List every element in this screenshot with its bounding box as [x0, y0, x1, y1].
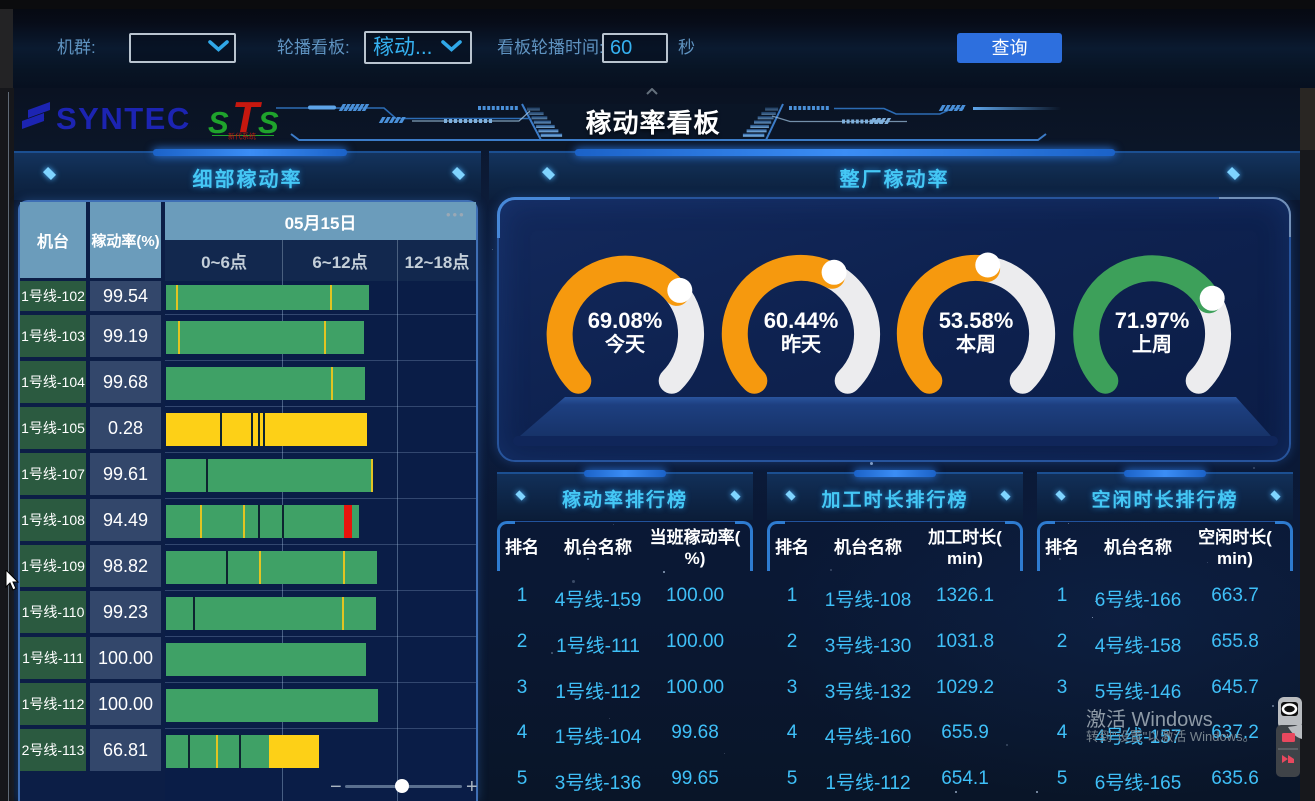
svg-text:上周: 上周 [1132, 333, 1172, 356]
svg-text:SYNTEC: SYNTEC [56, 101, 191, 136]
svg-text:新代系统: 新代系统 [228, 132, 256, 141]
svg-text:53.58%: 53.58% [939, 308, 1014, 333]
svg-text:71.97%: 71.97% [1115, 308, 1190, 333]
svg-text:S: S [258, 105, 279, 140]
svg-text:本周: 本周 [956, 333, 996, 356]
svg-text:S: S [208, 105, 229, 140]
svg-text:今天: 今天 [605, 332, 646, 356]
svg-text:T: T [232, 96, 262, 142]
svg-text:60.44%: 60.44% [764, 308, 839, 333]
svg-text:69.08%: 69.08% [588, 308, 663, 333]
svg-text:昨天: 昨天 [781, 332, 822, 356]
